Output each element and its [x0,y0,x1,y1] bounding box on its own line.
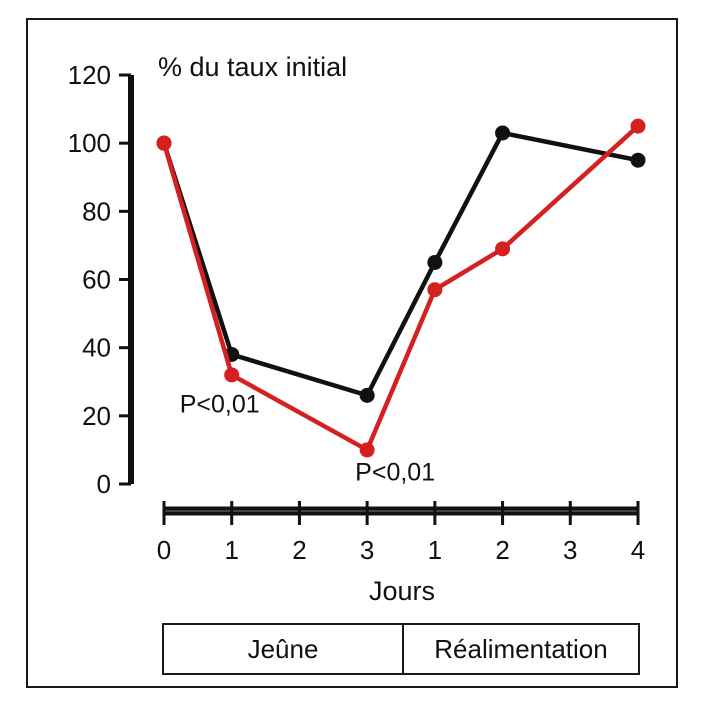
annotations: P<0,01 P<0,01 [180,390,435,486]
phase-label-fasting: Jeûne [247,633,319,664]
data-point [630,152,646,168]
data-point [427,282,443,298]
series-line-0 [161,130,639,398]
y-axis-label: % du taux initial [158,52,347,82]
x-tick-label: 3 [563,535,577,565]
y-tick-label: 120 [68,60,111,90]
x-tick-label: 0 [157,535,171,565]
x-tick-label: 1 [428,535,442,565]
y-tick-label: 40 [82,333,111,363]
data-point [359,387,375,403]
data-point [359,442,375,458]
series-lines [156,118,646,458]
phase-label-refeeding: Réalimentation [434,633,608,664]
phase-box-refeeding: Réalimentation [402,623,640,675]
data-point [495,125,511,141]
x-tick-label: 3 [360,535,374,565]
data-point [495,241,511,257]
data-point [630,118,646,134]
x-tick-label: 2 [495,535,509,565]
phase-box-fasting: Jeûne [162,623,404,675]
y-tick-label: 0 [97,469,111,499]
data-point [427,254,443,270]
data-point [156,135,172,151]
figure-frame [26,18,678,688]
x-tick-label: 4 [631,535,645,565]
series-line-1 [161,124,640,453]
y-axis: 0 20 40 60 80 100 120 [68,60,134,499]
x-axis: 0 1 2 3 1 2 3 4 [157,501,645,565]
y-tick-label: 80 [82,196,111,226]
y-tick-label: 20 [82,401,111,431]
x-axis-label: Jours [369,576,435,606]
significance-annotation: P<0,01 [180,390,260,418]
x-tick-label: 1 [224,535,238,565]
significance-annotation: P<0,01 [355,459,435,487]
y-tick-label: 100 [68,128,111,158]
y-tick-label: 60 [82,265,111,295]
x-tick-label: 2 [292,535,306,565]
data-point [224,367,240,383]
